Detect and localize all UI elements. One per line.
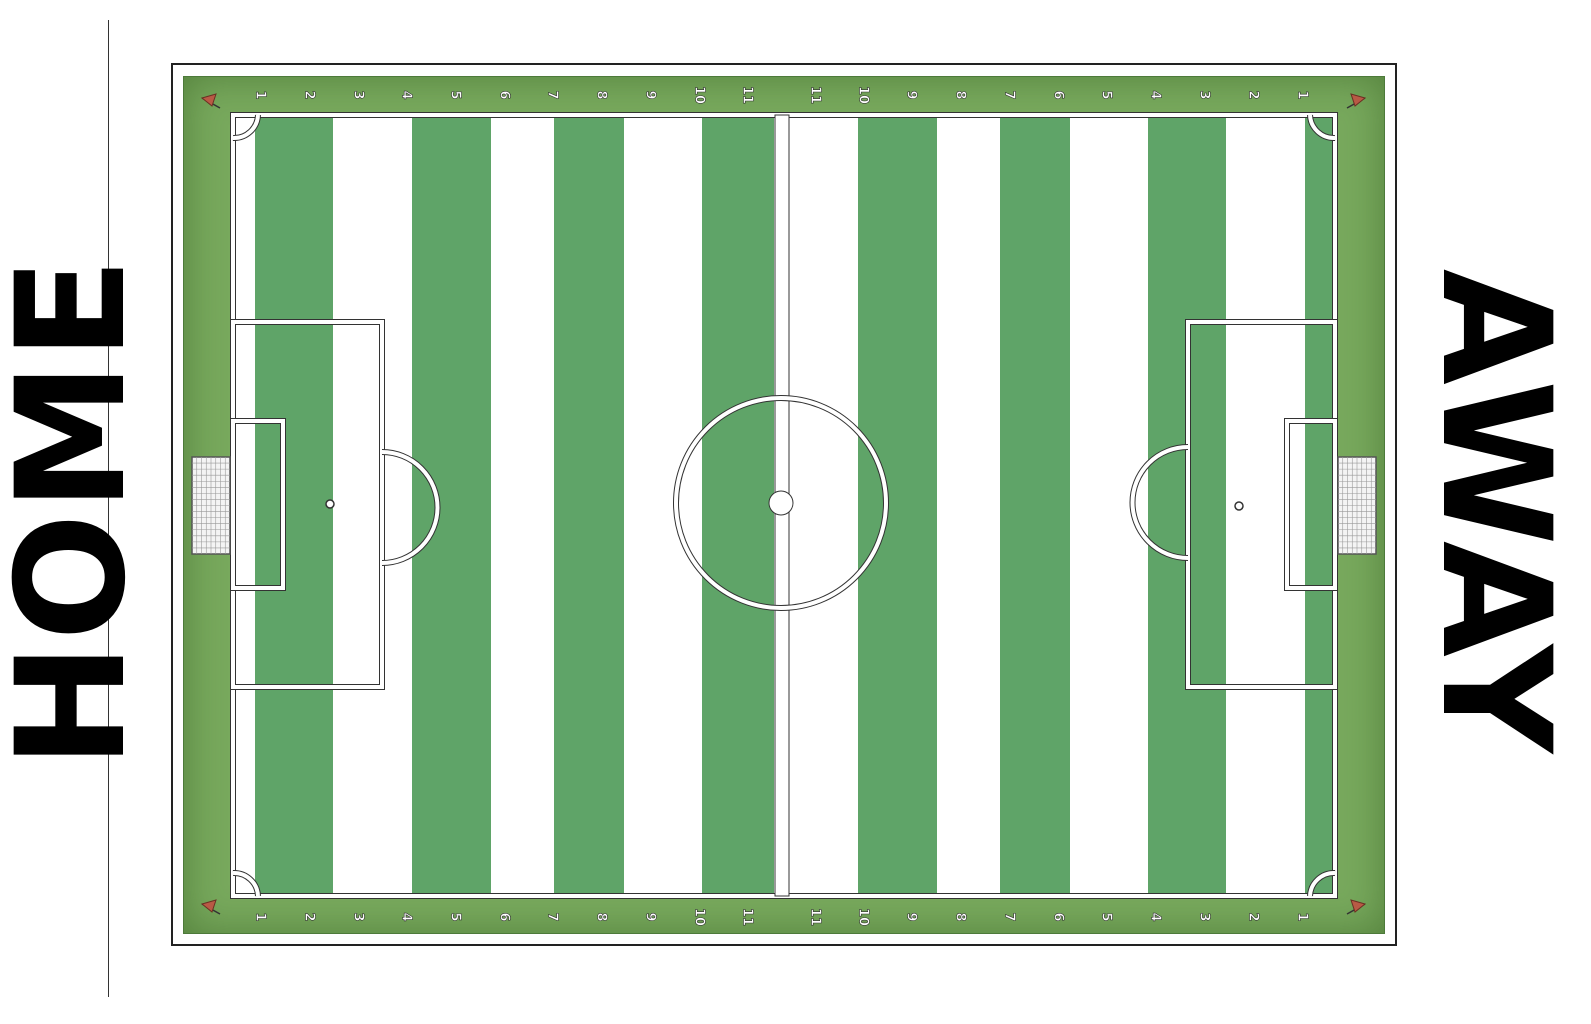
corner-flag-icon-cloth — [200, 899, 217, 913]
bottom-away-number: 4 — [1148, 912, 1163, 921]
bottom-away-number: 1 — [1295, 912, 1310, 921]
corner-arc-bottom-right — [1307, 870, 1336, 897]
top-home-number: 6 — [497, 90, 512, 99]
bottom-home-number: 9 — [643, 912, 658, 921]
bottom-home-number: 8 — [594, 912, 609, 921]
corner-flag-icon-cloth — [200, 93, 217, 107]
corner-flag-icon-cloth — [1350, 93, 1367, 107]
away-stripe — [1070, 115, 1148, 896]
home-stripe — [412, 115, 491, 896]
top-away-number: 7 — [1002, 90, 1017, 99]
top-away-number: 4 — [1148, 90, 1163, 99]
home-stripe — [554, 115, 624, 896]
bottom-away-number: 8 — [953, 912, 968, 921]
home-stripe — [624, 115, 702, 896]
corner-arc-top-right — [1307, 114, 1336, 141]
top-away-number: 6 — [1051, 90, 1066, 99]
center-circle-stroke — [674, 396, 888, 610]
top-away-number: 8 — [953, 90, 968, 99]
top-away-number: 9 — [904, 90, 919, 99]
corner-arc-bottom-right-stroke — [1308, 870, 1336, 897]
home-penalty-arc-stroke — [381, 450, 440, 565]
bottom-home-number: 4 — [399, 912, 414, 921]
top-home-number: 3 — [351, 90, 366, 99]
bottom-home-number: 6 — [497, 912, 512, 921]
away-end-stripe — [1305, 115, 1336, 896]
corner-flag-icon-cloth — [1350, 899, 1367, 913]
away-goal-area — [1284, 418, 1338, 591]
away-stripe — [790, 115, 858, 896]
top-home-number: 8 — [594, 90, 609, 99]
away-penalty-arc — [1129, 444, 1189, 561]
home-goal-area — [230, 418, 286, 591]
corner-flag-icon — [1346, 899, 1367, 915]
center-circle — [673, 395, 889, 611]
bottom-home-number: 7 — [545, 912, 560, 921]
bottom-away-number: 2 — [1246, 912, 1261, 921]
away-stripe — [1000, 115, 1070, 896]
corner-flag-icon — [200, 93, 221, 109]
corner-flag-icon — [1346, 93, 1367, 109]
corner-flag-icon — [200, 899, 221, 915]
home-goal-icon — [191, 456, 231, 555]
home-stripe — [491, 115, 554, 896]
home-penalty-spot — [325, 499, 335, 509]
bottom-home-number: 2 — [302, 912, 317, 921]
bottom-away-number: 11 — [808, 908, 823, 926]
bottom-home-number: 10 — [692, 908, 707, 926]
corner-arc-top-left-stroke — [232, 114, 260, 141]
bottom-away-number: 3 — [1197, 912, 1212, 921]
away-stripe — [937, 115, 1000, 896]
top-home-number: 9 — [643, 90, 658, 99]
top-away-number: 10 — [856, 86, 871, 104]
corner-arc-top-right-stroke — [1308, 114, 1336, 141]
home-stripe — [333, 115, 412, 896]
corner-arc-bottom-left-stroke — [232, 870, 260, 897]
corner-arc-top-left — [232, 114, 261, 141]
home-goal-area-stroke — [231, 419, 285, 590]
bottom-away-number: 6 — [1051, 912, 1066, 921]
bottom-away-number: 10 — [856, 908, 871, 926]
bottom-home-number: 11 — [740, 908, 755, 926]
top-home-number: 5 — [448, 90, 463, 99]
top-home-number: 11 — [740, 86, 755, 104]
bottom-away-number: 5 — [1099, 912, 1114, 921]
top-away-number: 3 — [1197, 90, 1212, 99]
away-penalty-arc-stroke — [1130, 445, 1189, 560]
away-stripe — [858, 115, 937, 896]
top-home-number: 7 — [545, 90, 560, 99]
bottom-away-number: 7 — [1002, 912, 1017, 921]
top-away-number: 2 — [1246, 90, 1261, 99]
top-home-number: 2 — [302, 90, 317, 99]
top-home-number: 10 — [692, 86, 707, 104]
bottom-home-number: 5 — [448, 912, 463, 921]
top-away-number: 1 — [1295, 90, 1310, 99]
away-goal-icon — [1337, 456, 1377, 555]
corner-arc-bottom-left — [232, 870, 261, 897]
center-spot — [768, 490, 794, 516]
top-away-number: 5 — [1099, 90, 1114, 99]
top-home-number: 4 — [399, 90, 414, 99]
bottom-home-number: 1 — [253, 912, 268, 921]
top-home-number: 1 — [253, 90, 268, 99]
divider-line — [108, 20, 109, 997]
away-goal-area-stroke — [1285, 419, 1337, 590]
bottom-home-number: 3 — [351, 912, 366, 921]
top-away-number: 11 — [808, 86, 823, 104]
bottom-away-number: 9 — [904, 912, 919, 921]
home-penalty-arc — [381, 449, 441, 566]
home-stripe — [255, 115, 333, 896]
away-penalty-spot — [1234, 501, 1244, 511]
home-stripe — [702, 115, 774, 896]
